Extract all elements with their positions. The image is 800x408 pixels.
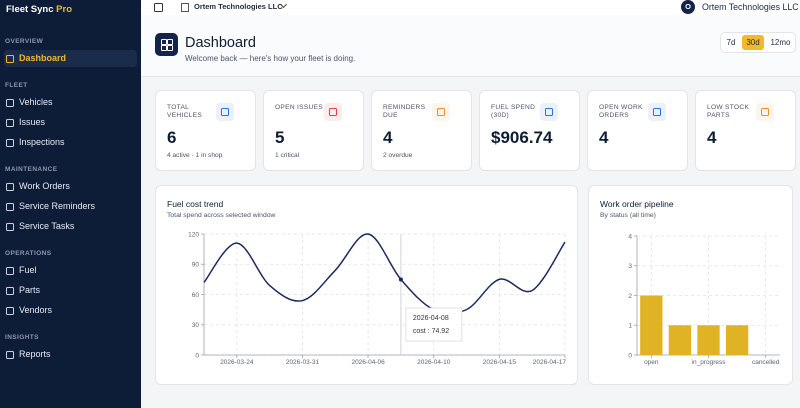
- nav-item[interactable]: Reports: [4, 346, 137, 363]
- kpi-icon-glyph: [545, 108, 553, 116]
- range-button[interactable]: 12mo: [770, 38, 791, 47]
- nav-label: Dashboard: [19, 53, 67, 63]
- brand-accent: Pro: [56, 4, 73, 15]
- nav-icon: [6, 286, 14, 295]
- org-icon: [181, 3, 189, 12]
- nav-icon: [6, 182, 14, 191]
- kpi-card: LOW STOCK PARTS 4: [695, 90, 796, 171]
- kpi-value: $906.74: [491, 128, 553, 147]
- kpi-card: FUEL SPEND (30D) $906.74: [479, 90, 580, 171]
- nav-section-title: FLEET: [5, 82, 28, 89]
- nav-label: Parts: [19, 285, 41, 295]
- kpi-card: REMINDERS DUE 4 2 overdue: [371, 90, 472, 171]
- nav-label: Service Tasks: [19, 221, 75, 231]
- nav-icon: [6, 306, 14, 315]
- kpi-icon-glyph: [761, 108, 769, 116]
- nav-item[interactable]: Fuel: [4, 262, 137, 279]
- kpi-note: 2 overdue: [383, 152, 413, 159]
- dashboard-icon: [155, 33, 178, 56]
- kpi-icon: [540, 103, 558, 121]
- kpi-label: OPEN WORK ORDERS: [599, 104, 643, 119]
- nav-item[interactable]: Inspections: [4, 134, 137, 151]
- kpi-value: 5: [275, 128, 285, 147]
- chart-title: Work order pipeline: [600, 199, 674, 209]
- nav-icon: [6, 54, 14, 63]
- nav-section-title: MAINTENANCE: [5, 166, 58, 173]
- sidebar: Fleet Sync Pro OVERVIEW Dashboard FLEET Veh…: [0, 0, 141, 408]
- chart-title: Fuel cost trend: [167, 199, 224, 209]
- kpi-label: TOTAL VEHICLES: [167, 104, 203, 119]
- nav-item[interactable]: Service Tasks: [4, 218, 137, 235]
- nav-label: Fuel: [19, 265, 37, 275]
- kpi-label: OPEN ISSUES: [275, 104, 324, 111]
- brand-name: Fleet Sync: [6, 4, 54, 15]
- kpi-icon: [324, 103, 342, 121]
- nav-icon: [6, 118, 14, 127]
- kpi-label: LOW STOCK PARTS: [707, 104, 750, 119]
- chart-subtitle: By status (all time): [600, 212, 656, 219]
- user-name[interactable]: Ortem Technologies LLC: [702, 2, 799, 12]
- nav-label: Vehicles: [19, 97, 53, 107]
- kpi-note: 1 critical: [275, 152, 300, 159]
- nav-label: Service Reminders: [19, 201, 96, 211]
- nav-item[interactable]: Vehicles: [4, 94, 137, 111]
- sidebar-toggle[interactable]: [154, 3, 163, 12]
- kpi-label: FUEL SPEND (30D): [491, 104, 536, 119]
- kpi-icon: [432, 103, 450, 121]
- nav-section-title: OVERVIEW: [5, 38, 44, 45]
- nav-section-title: OPERATIONS: [5, 250, 52, 257]
- kpi-icon-glyph: [221, 108, 229, 116]
- nav-icon: [6, 138, 14, 147]
- avatar[interactable]: O: [681, 0, 695, 14]
- kpi-card: OPEN WORK ORDERS 4: [587, 90, 688, 171]
- nav-item[interactable]: Parts: [4, 282, 137, 299]
- kpi-icon: [648, 103, 666, 121]
- page-header: Dashboard Welcome back — here's how your…: [141, 15, 800, 77]
- kpi-value: 4: [707, 128, 717, 147]
- kpi-label: REMINDERS DUE: [383, 104, 426, 119]
- kpi-card: TOTAL VEHICLES 6 4 active · 1 in shop: [155, 90, 256, 171]
- nav-label: Vendors: [19, 305, 53, 315]
- nav-label: Issues: [19, 117, 46, 127]
- nav-item[interactable]: Vendors: [4, 302, 137, 319]
- kpi-value: 4: [599, 128, 609, 147]
- kpi-icon: [756, 103, 774, 121]
- nav-icon: [6, 222, 14, 231]
- nav-section-title: INSIGHTS: [5, 334, 39, 341]
- kpi-icon: [216, 103, 234, 121]
- nav-label: Work Orders: [19, 181, 70, 191]
- nav-item[interactable]: Service Reminders: [4, 198, 137, 215]
- nav-icon: [6, 266, 14, 275]
- page-subtitle: Welcome back — here's how your fleet is …: [185, 54, 356, 63]
- nav-icon: [6, 202, 14, 211]
- chart-subtitle: Total spend across selected window: [167, 212, 276, 219]
- nav-icon: [6, 98, 14, 107]
- kpi-icon-glyph: [653, 108, 661, 116]
- topbar: Ortem Technologies LLC O Ortem Technolog…: [141, 0, 800, 15]
- nav-item[interactable]: Dashboard: [4, 50, 137, 67]
- range-switch: 7d 30d 12mo: [720, 32, 796, 53]
- page-title: Dashboard: [185, 35, 256, 51]
- kpi-card: OPEN ISSUES 5 1 critical: [263, 90, 364, 171]
- kpi-note: 4 active · 1 in shop: [167, 152, 223, 159]
- nav-item[interactable]: Issues: [4, 114, 137, 131]
- brand: Fleet Sync Pro: [6, 4, 72, 15]
- kpi-value: 6: [167, 128, 177, 147]
- kpi-value: 4: [383, 128, 393, 147]
- range-button[interactable]: 30d: [742, 35, 764, 50]
- nav-label: Inspections: [19, 137, 65, 147]
- nav-label: Reports: [19, 349, 51, 359]
- nav-icon: [6, 350, 14, 359]
- kpi-icon-glyph: [329, 108, 337, 116]
- range-button[interactable]: 7d: [726, 38, 736, 47]
- chart-card: Work order pipeline By status (all time): [588, 185, 793, 385]
- kpi-icon-glyph: [437, 108, 445, 116]
- chart-card: Fuel cost trend Total spend across select…: [155, 185, 578, 385]
- org-selector[interactable]: Ortem Technologies LLC: [194, 2, 283, 11]
- nav-item[interactable]: Work Orders: [4, 178, 137, 195]
